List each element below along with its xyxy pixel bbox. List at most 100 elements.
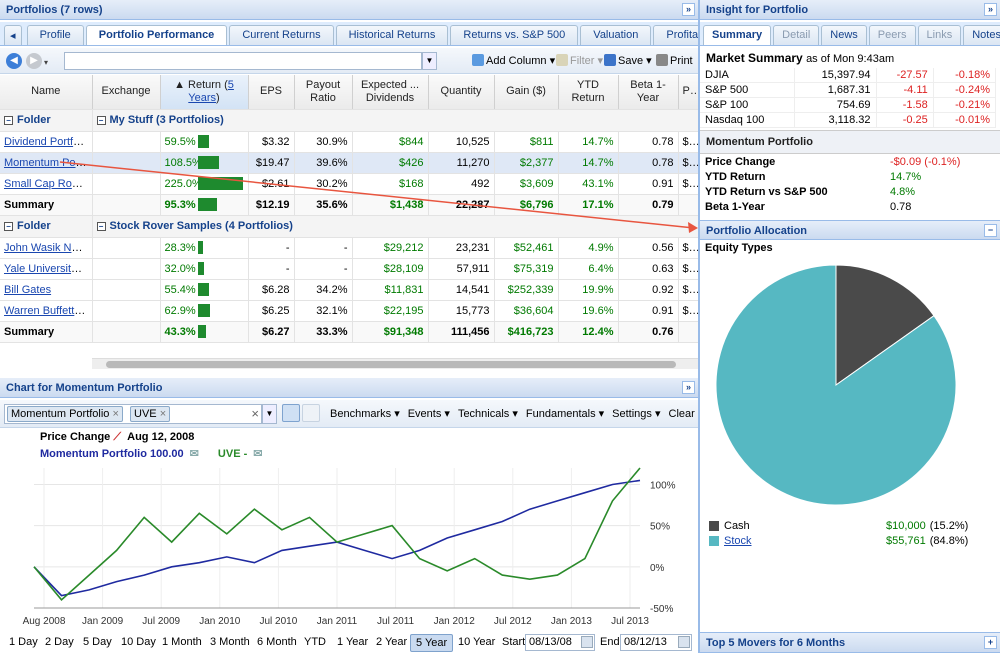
- insight-tab-peers[interactable]: Peers: [868, 25, 916, 45]
- range-button[interactable]: 1 Day: [9, 636, 38, 648]
- add-column-button[interactable]: Add Column ▾: [472, 54, 555, 67]
- pie-slice-stock[interactable]: [715, 264, 957, 506]
- group-label-cell[interactable]: − Folder: [0, 109, 93, 132]
- chip-remove-icon[interactable]: ×: [112, 408, 119, 420]
- column-header[interactable]: Payout Ratio: [294, 75, 353, 110]
- collapse-icon[interactable]: »: [682, 3, 695, 16]
- allocation-pie[interactable]: [700, 256, 1000, 512]
- range-button[interactable]: 1 Year: [337, 636, 369, 648]
- clear-symbols-icon[interactable]: ×: [251, 406, 259, 421]
- splitter[interactable]: [698, 0, 700, 653]
- end-date-input[interactable]: 08/12/13: [620, 634, 692, 651]
- portfolio-name-cell[interactable]: John Wasik Nan...: [0, 237, 93, 259]
- grid-horizontal-scrollbar[interactable]: [92, 358, 698, 369]
- collapse-group-icon[interactable]: −: [4, 116, 13, 125]
- portfolio-link[interactable]: Yale University ...: [4, 262, 89, 275]
- table-row[interactable]: Bill Gates 55.4% $6.28 34.2% $11,831 14,541 $2…: [0, 279, 699, 301]
- price-chart[interactable]: 100% 50% 0% -50% Aug 2008 Jan 2009 Jul 2009 Jan…: [0, 462, 698, 632]
- table-row[interactable]: Small Cap Rock... 225.0% $2.61 30.2% $168 492…: [0, 173, 699, 195]
- table-row[interactable]: John Wasik Nan... 28.3% - - $29,212 23,231 $52…: [0, 237, 699, 259]
- chart-menu-technicals[interactable]: Technicals ▾: [457, 408, 518, 420]
- table-row[interactable]: Yale University ... 32.0% - - $28,109 57,911 $…: [0, 258, 699, 280]
- chart-menu-events[interactable]: Events ▾: [407, 408, 450, 420]
- collapse-group-icon[interactable]: −: [96, 116, 106, 125]
- chart-menu-fundamentals[interactable]: Fundamentals ▾: [525, 408, 605, 420]
- symbol-input[interactable]: Momentum Portfolio × UVE × ×: [4, 404, 262, 424]
- portfolio-name-cell[interactable]: Yale University ...: [0, 258, 93, 280]
- back-icon[interactable]: ◀: [6, 53, 22, 69]
- tab-current-returns[interactable]: Current Returns: [229, 25, 334, 45]
- allocation-collapse-icon[interactable]: −: [984, 224, 997, 237]
- column-header[interactable]: ▲ Return (5 Years): [160, 75, 249, 110]
- portfolio-name-cell[interactable]: Dividend Portfolio: [0, 131, 93, 153]
- legend-name[interactable]: Stock: [724, 535, 752, 547]
- filter-button[interactable]: Filter ▾: [556, 54, 603, 67]
- column-header[interactable]: Beta 1-Year: [618, 75, 679, 110]
- column-header[interactable]: EPS: [248, 75, 295, 110]
- portfolio-link[interactable]: Warren Buffett L...: [4, 304, 92, 317]
- chart-menu-clear[interactable]: Clear: [668, 408, 695, 420]
- range-button[interactable]: 5 Year: [410, 634, 454, 652]
- portfolio-link[interactable]: Bill Gates: [4, 283, 52, 296]
- chart-menu-settings[interactable]: Settings ▾: [612, 408, 661, 420]
- range-button[interactable]: 3 Month: [210, 636, 250, 648]
- collapse-group-icon[interactable]: −: [96, 222, 106, 231]
- range-button[interactable]: 1 Month: [162, 636, 202, 648]
- chart-collapse-icon[interactable]: »: [682, 381, 695, 394]
- tab-scroll-left-icon[interactable]: ◂: [4, 25, 22, 45]
- group-row[interactable]: − Folder − Stock Rover Samples (4 Portfolio…: [0, 215, 699, 238]
- portfolio-link[interactable]: Small Cap Rock...: [4, 177, 92, 190]
- link-icon[interactable]: [282, 404, 300, 422]
- column-header[interactable]: Exchange: [92, 75, 161, 110]
- portfolio-link[interactable]: Dividend Portfolio: [4, 135, 91, 148]
- email-icon[interactable]: ✉: [253, 448, 263, 460]
- column-header[interactable]: YTD Return: [558, 75, 619, 110]
- insight-collapse-icon[interactable]: »: [984, 3, 997, 16]
- calendar-icon[interactable]: [678, 636, 690, 648]
- summary-row[interactable]: Summary 43.3% $6.27 33.3% $91,348 111,456 $416…: [0, 321, 699, 343]
- summary-row[interactable]: Summary 95.3% $12.19 35.6% $1,438 22,287 $6,79…: [0, 194, 699, 216]
- symbol-chip[interactable]: UVE ×: [130, 406, 171, 422]
- portfolio-search-input[interactable]: [64, 52, 422, 70]
- range-button[interactable]: YTD: [304, 636, 326, 648]
- range-button[interactable]: 6 Month: [257, 636, 297, 648]
- column-header[interactable]: Price: [678, 75, 699, 110]
- table-row[interactable]: Dividend Portfolio 59.5% $3.32 30.9% $844 10,…: [0, 131, 699, 153]
- unlink-icon[interactable]: [302, 404, 320, 422]
- scrollbar-thumb[interactable]: [106, 361, 676, 368]
- insight-tab-notes[interactable]: Notes: [963, 25, 1000, 45]
- forward-icon[interactable]: ▶: [26, 53, 42, 69]
- group-label-cell[interactable]: − Folder: [0, 215, 93, 238]
- range-button[interactable]: 2 Day: [45, 636, 74, 648]
- collapse-group-icon[interactable]: −: [4, 222, 13, 231]
- portfolio-link[interactable]: John Wasik Nan...: [4, 241, 92, 254]
- table-row[interactable]: Momentum Portf... 108.5% $19.47 39.6% $426 11…: [0, 152, 699, 174]
- start-date-input[interactable]: 08/13/08: [525, 634, 595, 651]
- column-header[interactable]: Gain ($): [494, 75, 559, 110]
- calendar-icon[interactable]: [581, 636, 593, 648]
- column-header[interactable]: Expected ... Dividends: [352, 75, 429, 110]
- range-button[interactable]: 5 Day: [83, 636, 112, 648]
- search-dropdown-icon[interactable]: ▼: [422, 52, 437, 70]
- range-button[interactable]: 2 Year: [376, 636, 408, 648]
- pie-slice-cash[interactable]: [835, 264, 935, 386]
- table-row[interactable]: Warren Buffett L... 62.9% $6.25 32.1% $22,19…: [0, 300, 699, 322]
- range-button[interactable]: 10 Year: [458, 636, 496, 648]
- portfolio-name-cell[interactable]: Bill Gates: [0, 279, 93, 301]
- tab-profitability[interactable]: Profitability: [653, 25, 698, 45]
- column-header[interactable]: Quantity: [428, 75, 495, 110]
- print-button[interactable]: Print: [656, 54, 693, 67]
- tab-profile[interactable]: Profile: [26, 25, 84, 45]
- tab-portfolio-performance[interactable]: Portfolio Performance: [85, 25, 228, 45]
- tab-historical-returns[interactable]: Historical Returns: [335, 25, 449, 45]
- group-row[interactable]: − Folder − My Stuff (3 Portfolios): [0, 109, 699, 132]
- portfolio-name-cell[interactable]: Warren Buffett L...: [0, 300, 93, 322]
- portfolio-link[interactable]: Momentum Portf...: [4, 156, 92, 169]
- save-button[interactable]: Save ▾: [604, 54, 652, 67]
- symbol-dropdown-icon[interactable]: ▼: [262, 404, 277, 424]
- column-header[interactable]: Name: [0, 75, 93, 110]
- insight-tab-detail[interactable]: Detail: [773, 25, 820, 45]
- range-button[interactable]: 10 Day: [121, 636, 156, 648]
- email-icon[interactable]: ✉: [189, 448, 199, 460]
- history-dropdown-icon[interactable]: ▾: [44, 58, 49, 67]
